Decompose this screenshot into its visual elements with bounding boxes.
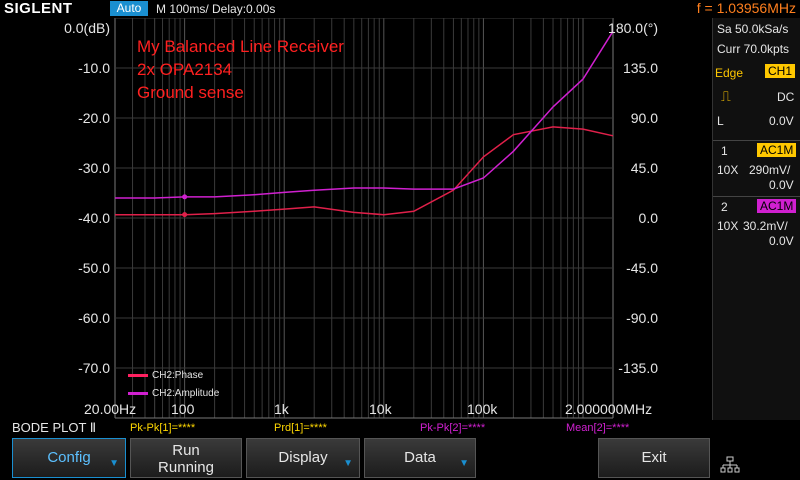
ch1-offset: 0.0V xyxy=(769,178,794,192)
y-left-tick: -30.0 xyxy=(78,160,110,176)
memory-depth: Curr 70.0kpts xyxy=(717,42,790,56)
ch1-scale: 290mV/ xyxy=(749,163,791,177)
data-button[interactable]: Data ▼ xyxy=(364,438,476,478)
display-button[interactable]: Display ▼ xyxy=(246,438,360,478)
legend-item-phase: CH2:Phase xyxy=(128,370,203,381)
config-label: Config xyxy=(47,449,91,466)
ch2-scale: 30.2mV/ xyxy=(743,219,788,233)
legend-item-amplitude: CH2:Amplitude xyxy=(128,388,219,399)
ch1-number: 1 xyxy=(721,144,728,158)
divider xyxy=(713,140,800,141)
x-tick: 20.00Hz xyxy=(84,401,137,417)
trigger-source-badge[interactable]: CH1 xyxy=(765,64,796,78)
frequency-readout: f = 1.03956MHz xyxy=(696,0,796,16)
y-right-tick: -135.0 xyxy=(618,360,658,376)
series-line-phase xyxy=(115,126,614,216)
x-tick: 10k xyxy=(369,401,392,417)
y-right-tick: -45.0 xyxy=(626,260,658,276)
y-right-tick: -90.0 xyxy=(626,310,658,326)
measure-pkpk1: Pk-Pk[1]=**** xyxy=(130,422,196,434)
timebase-readout: M 100ms/ Delay:0.00s xyxy=(156,2,276,16)
y-left-tick: 0.0(dB) xyxy=(64,20,110,36)
series-marker xyxy=(182,194,188,200)
trigger-coupling: DC xyxy=(777,90,795,104)
series-marker xyxy=(182,212,188,218)
ch2-offset: 0.0V xyxy=(769,234,794,248)
trigger-mode-badge[interactable]: Auto xyxy=(110,1,148,16)
y-left-tick: -60.0 xyxy=(78,310,110,326)
y-right-tick: 180.0(°) xyxy=(608,20,658,36)
annotation-line: Ground sense xyxy=(137,83,244,102)
display-label: Display xyxy=(278,449,328,466)
y-left-tick: -70.0 xyxy=(78,360,110,376)
legend-swatch xyxy=(128,391,148,395)
y-right-tick: 0.0 xyxy=(638,210,658,226)
annotation-line: 2x OPA2134 xyxy=(137,60,233,79)
bode-plot-svg xyxy=(114,18,614,419)
rising-edge-icon: ⎍ xyxy=(721,88,731,104)
brand-logo: SIGLENT xyxy=(4,0,73,17)
legend-label: CH2:Amplitude xyxy=(152,388,220,399)
right-info-panel: Sa 50.0kSa/s Curr 70.0kpts Edge CH1 ⎍ DC… xyxy=(712,18,800,420)
run-state: Running xyxy=(158,459,214,476)
chevron-down-icon: ▼ xyxy=(459,458,469,469)
y-left-tick: -50.0 xyxy=(78,260,110,276)
ch1-probe: 10X xyxy=(717,163,739,177)
annotation-line: My Balanced Line Receiver xyxy=(137,37,344,56)
config-button[interactable]: Config ▼ xyxy=(12,438,126,478)
trigger-level-value: 0.0V xyxy=(769,114,794,128)
y-left-tick: -20.0 xyxy=(78,110,110,126)
chevron-down-icon: ▼ xyxy=(109,458,119,469)
y-right-tick: 45.0 xyxy=(630,160,658,176)
trigger-edge-label: Edge xyxy=(715,66,744,80)
y-left-tick: -40.0 xyxy=(78,210,110,226)
measure-mean2: Mean[2]=**** xyxy=(566,422,630,434)
trigger-level-label: L xyxy=(717,114,724,128)
ch2-coupling-badge[interactable]: AC1M xyxy=(757,199,797,213)
y-right-tick: 90.0 xyxy=(630,110,658,126)
x-tick: 100k xyxy=(467,401,498,417)
ch2-number: 2 xyxy=(721,200,728,214)
run-label: Run xyxy=(172,442,200,459)
measure-prd1: Prd[1]=**** xyxy=(274,422,327,434)
exit-label: Exit xyxy=(641,449,667,466)
plot-curves xyxy=(115,30,614,218)
chevron-down-icon: ▼ xyxy=(343,458,353,469)
top-bar: SIGLENT Auto M 100ms/ Delay:0.00s f = 1.… xyxy=(0,0,800,18)
x-tick: 2.000000MHz xyxy=(565,401,653,417)
sample-rate: Sa 50.0kSa/s xyxy=(717,22,789,36)
y-left-tick: -10.0 xyxy=(78,60,110,76)
network-icon xyxy=(720,456,740,474)
x-tick: 100 xyxy=(171,401,195,417)
data-label: Data xyxy=(404,449,436,466)
mode-label: BODE PLOT Ⅱ xyxy=(12,420,97,435)
divider xyxy=(713,196,800,197)
ch1-coupling-badge[interactable]: AC1M xyxy=(757,143,797,157)
legend-swatch xyxy=(128,373,148,377)
run-button[interactable]: Run Running xyxy=(130,438,242,478)
bode-plot-area: 0.0(dB) -10.0 -20.0 -30.0 -40.0 -50.0 -6… xyxy=(0,18,712,420)
plot-grid xyxy=(114,18,614,419)
measurement-bar: BODE PLOT Ⅱ Pk-Pk[1]=**** Prd[1]=**** Pk… xyxy=(0,420,800,438)
ch2-probe: 10X xyxy=(717,219,739,233)
series-line-amplitude xyxy=(115,30,614,199)
x-tick: 1k xyxy=(274,401,289,417)
legend-label: CH2:Phase xyxy=(152,370,204,381)
y-right-tick: 135.0 xyxy=(622,60,658,76)
exit-button[interactable]: Exit xyxy=(598,438,710,478)
measure-pkpk2: Pk-Pk[2]=**** xyxy=(420,422,486,434)
